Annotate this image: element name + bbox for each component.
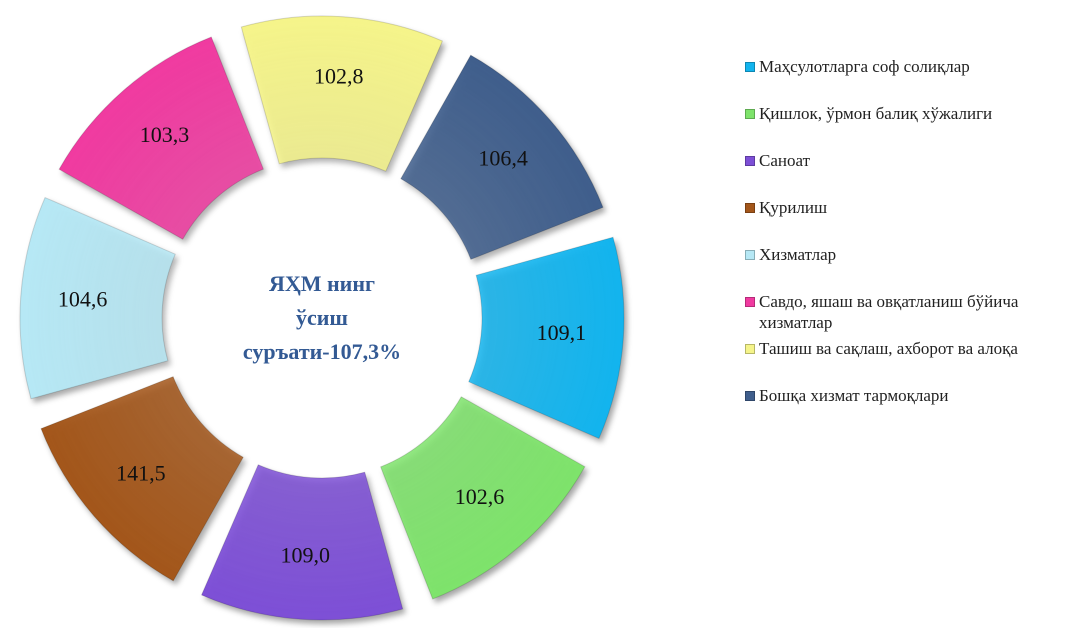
data-label: 103,3 xyxy=(140,122,190,147)
legend-item: Саноат xyxy=(745,150,1090,197)
segment xyxy=(240,15,444,172)
legend-swatch xyxy=(745,109,755,119)
legend-item: Хизматлар xyxy=(745,244,1090,291)
legend-label: Саноат xyxy=(759,151,811,170)
legend-swatch xyxy=(745,391,755,401)
legend-swatch xyxy=(745,344,755,354)
legend-label: Хизматлар xyxy=(759,245,837,264)
legend-item: Ташиш ва сақлаш, ахборот ва алоқа xyxy=(745,338,1090,385)
legend: Маҳсулотларга соф солиқлар Қишлок, ўрмон … xyxy=(745,56,1090,432)
data-label: 104,6 xyxy=(58,286,108,311)
legend-swatch xyxy=(745,203,755,213)
chart: 109,1 102,6 109,0 141,5 104,6 103,3 102,8 106,4… xyxy=(19,15,625,621)
legend-label: Ташиш ва сақлаш, ахборот ва алоқа xyxy=(759,339,1018,358)
legend-swatch xyxy=(745,297,755,307)
center-label: суръати-107,3% xyxy=(243,339,401,364)
data-label: 109,0 xyxy=(281,542,331,567)
data-label: 102,6 xyxy=(455,484,505,509)
segment xyxy=(200,464,404,621)
segment xyxy=(400,54,604,261)
data-label: 106,4 xyxy=(478,146,528,171)
legend-item: Қурилиш xyxy=(745,197,1090,244)
segment xyxy=(379,396,586,600)
data-label: 141,5 xyxy=(116,461,166,486)
legend-label: Қурилиш xyxy=(759,198,828,217)
legend-label: Маҳсулотларга соф солиқлар xyxy=(759,57,970,76)
legend-label: Қишлок, ўрмон балиқ хўжалиги xyxy=(759,104,993,123)
legend-item: Бошқа хизмат тармоқлари xyxy=(745,385,1090,432)
segment xyxy=(40,375,244,582)
legend-swatch xyxy=(745,62,755,72)
segment xyxy=(468,236,625,440)
legend-swatch xyxy=(745,156,755,166)
segment xyxy=(58,36,265,240)
data-label: 102,8 xyxy=(314,64,364,89)
center-label: ўсиш xyxy=(296,305,348,330)
center-label: ЯҲМ нинг xyxy=(269,271,375,296)
legend-swatch xyxy=(745,250,755,260)
legend-item: Маҳсулотларга соф солиқлар xyxy=(745,56,1090,103)
segment xyxy=(19,196,176,400)
legend-item: Қишлок, ўрмон балиқ хўжалиги xyxy=(745,103,1090,150)
legend-item: Савдо, яшаш ва овқатланиш бўйича хизматл… xyxy=(745,291,1090,338)
legend-label: Савдо, яшаш ва овқатланиш бўйича хизматл… xyxy=(759,292,1019,332)
data-label: 109,1 xyxy=(537,320,587,345)
legend-label: Бошқа хизмат тармоқлари xyxy=(759,386,949,405)
